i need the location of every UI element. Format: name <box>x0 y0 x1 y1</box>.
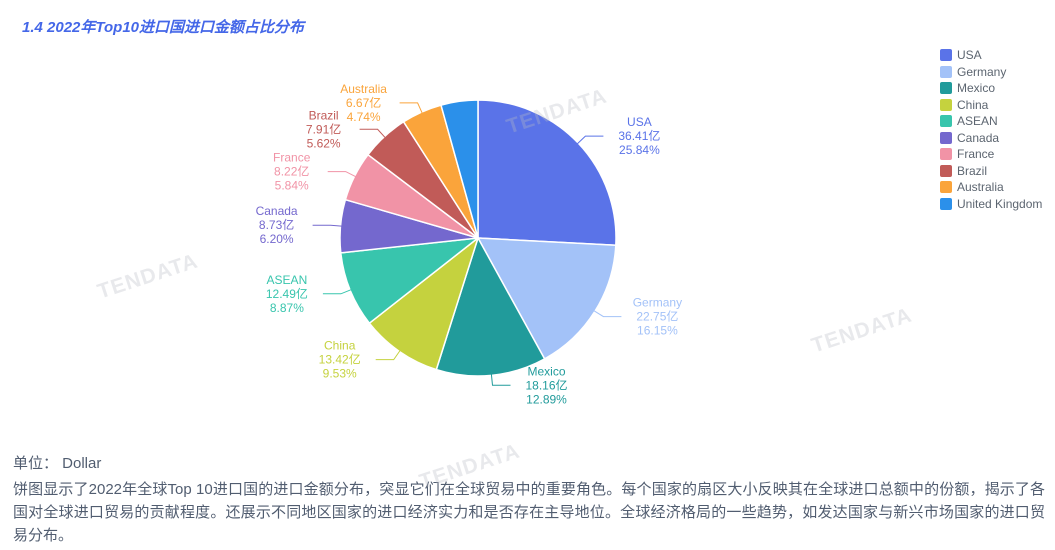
legend-item-australia[interactable]: Australia <box>940 179 1042 196</box>
label-line-usa <box>577 135 604 145</box>
chart-legend: USA Germany Mexico China ASEAN Canada France Br… <box>940 47 1042 212</box>
legend-label-germany: Germany <box>957 64 1007 79</box>
legend-marker-usa <box>940 49 952 62</box>
pie-label-usa: USA 36.41亿 25.84% <box>618 115 660 157</box>
legend-item-france[interactable]: France <box>940 146 1042 163</box>
legend-marker-mexico <box>940 82 952 95</box>
legend-item-usa[interactable]: USA <box>940 47 1042 64</box>
pie-chart: USA 36.41亿 25.84% Germany 22.75亿 16.15% Mexico… <box>256 82 683 406</box>
legend-marker-australia <box>940 181 952 194</box>
label-line-australia <box>399 102 423 114</box>
legend-marker-china <box>940 98 952 111</box>
pie-label-china: China 13.42亿 9.53% <box>319 339 361 381</box>
legend-marker-france <box>940 148 952 161</box>
label-line-brazil <box>359 128 386 138</box>
chart-footer: 单位： Dollar 饼图显示了2022年全球Top 10进口国的进口金额分布，… <box>13 452 1045 547</box>
legend-label-united-kingdom: United Kingdom <box>957 196 1043 211</box>
pie-slice-united-kingdom[interactable] <box>440 99 479 239</box>
pie-label-canada: Canada 8.73亿 6.20% <box>256 204 298 246</box>
chart-description: 饼图显示了2022年全球Top 10进口国的进口金额分布，突显它们在全球贸易中的… <box>13 481 1045 544</box>
legend-marker-canada <box>940 131 952 144</box>
legend-label-china: China <box>957 97 989 112</box>
legend-label-mexico: Mexico <box>957 81 996 96</box>
legend-item-germany[interactable]: Germany <box>940 64 1042 81</box>
legend-label-brazil: Brazil <box>957 163 988 178</box>
legend-item-mexico[interactable]: Mexico <box>940 80 1042 97</box>
pie-slice-usa[interactable] <box>477 99 617 247</box>
legend-item-china[interactable]: China <box>940 97 1042 114</box>
legend-marker-united-kingdom <box>940 197 952 210</box>
pie-label-australia: Australia 6.67亿 4.74% <box>340 82 387 124</box>
page-title: 1.4 2022年Top10进口国进口金额占比分布 <box>22 19 305 36</box>
legend-item-brazil[interactable]: Brazil <box>940 163 1042 180</box>
legend-label-usa: USA <box>957 48 982 63</box>
legend-label-canada: Canada <box>957 130 1000 145</box>
legend-marker-germany <box>940 65 952 78</box>
legend-item-asean[interactable]: ASEAN <box>940 113 1042 130</box>
legend-marker-brazil <box>940 164 952 177</box>
label-line-asean <box>322 289 352 295</box>
legend-label-asean: ASEAN <box>957 114 998 129</box>
label-line-canada <box>312 224 342 227</box>
legend-marker-asean <box>940 115 952 128</box>
label-line-germany <box>593 310 622 318</box>
legend-item-united-kingdom[interactable]: United Kingdom <box>940 196 1042 213</box>
legend-item-canada[interactable]: Canada <box>940 130 1042 147</box>
label-line-china <box>375 350 401 361</box>
label-line-france <box>327 171 356 178</box>
label-line-mexico <box>490 374 511 386</box>
legend-label-france: France <box>957 147 995 162</box>
pie-label-germany: Germany 22.75亿 16.15% <box>633 296 682 338</box>
pie-label-brazil: Brazil 7.91亿 5.62% <box>306 108 341 150</box>
pie-label-asean: ASEAN 12.49亿 8.87% <box>266 273 308 315</box>
unit-label: 单位： Dollar <box>13 455 102 472</box>
pie-label-france: France 8.22亿 5.84% <box>273 151 311 193</box>
pie-label-mexico: Mexico 18.16亿 12.89% <box>525 364 567 406</box>
legend-label-australia: Australia <box>957 180 1004 195</box>
